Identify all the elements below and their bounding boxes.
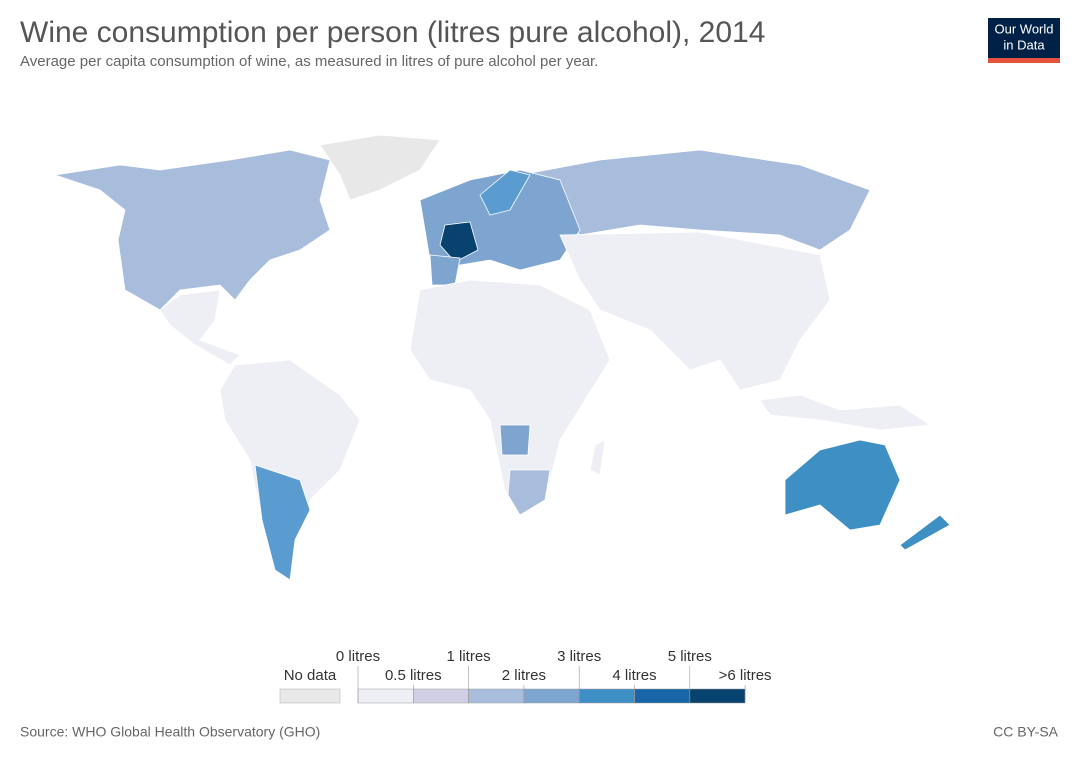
license: CC BY-SA — [993, 724, 1059, 740]
south-africa — [507, 469, 551, 516]
legend-label: 2 litres — [502, 667, 546, 684]
subtitle: Average per capita consumption of wine, … — [20, 53, 598, 70]
greenland — [319, 134, 441, 201]
legend: No data 0 litres 1 litres 3 litres 5 litres 0… — [279, 648, 772, 704]
angola — [499, 424, 531, 456]
legend-label: No data — [284, 667, 337, 684]
legend-swatch — [357, 688, 414, 704]
north-america — [54, 149, 331, 311]
map — [54, 134, 951, 581]
legend-label: 0.5 litres — [385, 667, 442, 684]
argentina-chile — [254, 464, 311, 581]
legend-swatch — [578, 688, 635, 704]
logo-text: in Data — [1003, 37, 1045, 52]
legend-label: 0 litres — [336, 648, 380, 665]
legend-label: 1 litres — [447, 648, 491, 665]
scandinavia — [479, 169, 531, 216]
legend-label: 5 litres — [668, 648, 712, 665]
source: Source: WHO Global Health Observatory (G… — [20, 724, 320, 740]
australia — [784, 439, 901, 531]
asia — [559, 231, 831, 391]
madagascar — [589, 439, 606, 476]
legend-label: 3 litres — [557, 648, 601, 665]
legend-swatch — [523, 688, 580, 704]
legend-swatch — [413, 688, 469, 704]
logo: Our World in Data — [988, 18, 1060, 63]
legend-label: >6 litres — [719, 667, 772, 684]
legend-label: 4 litres — [612, 667, 656, 684]
legend-swatch — [468, 688, 525, 704]
legend-swatch — [689, 688, 746, 704]
no-data-swatch — [279, 688, 341, 704]
france — [439, 221, 479, 263]
new-zealand — [899, 514, 951, 551]
legend-swatch — [634, 688, 691, 704]
logo-box — [988, 18, 1060, 58]
central-america — [159, 289, 241, 366]
logo-text: Our World — [995, 21, 1054, 36]
logo-bar — [988, 58, 1060, 63]
title: Wine consumption per person (litres pure… — [20, 16, 765, 49]
iberia — [429, 254, 461, 286]
indonesia — [759, 394, 932, 431]
